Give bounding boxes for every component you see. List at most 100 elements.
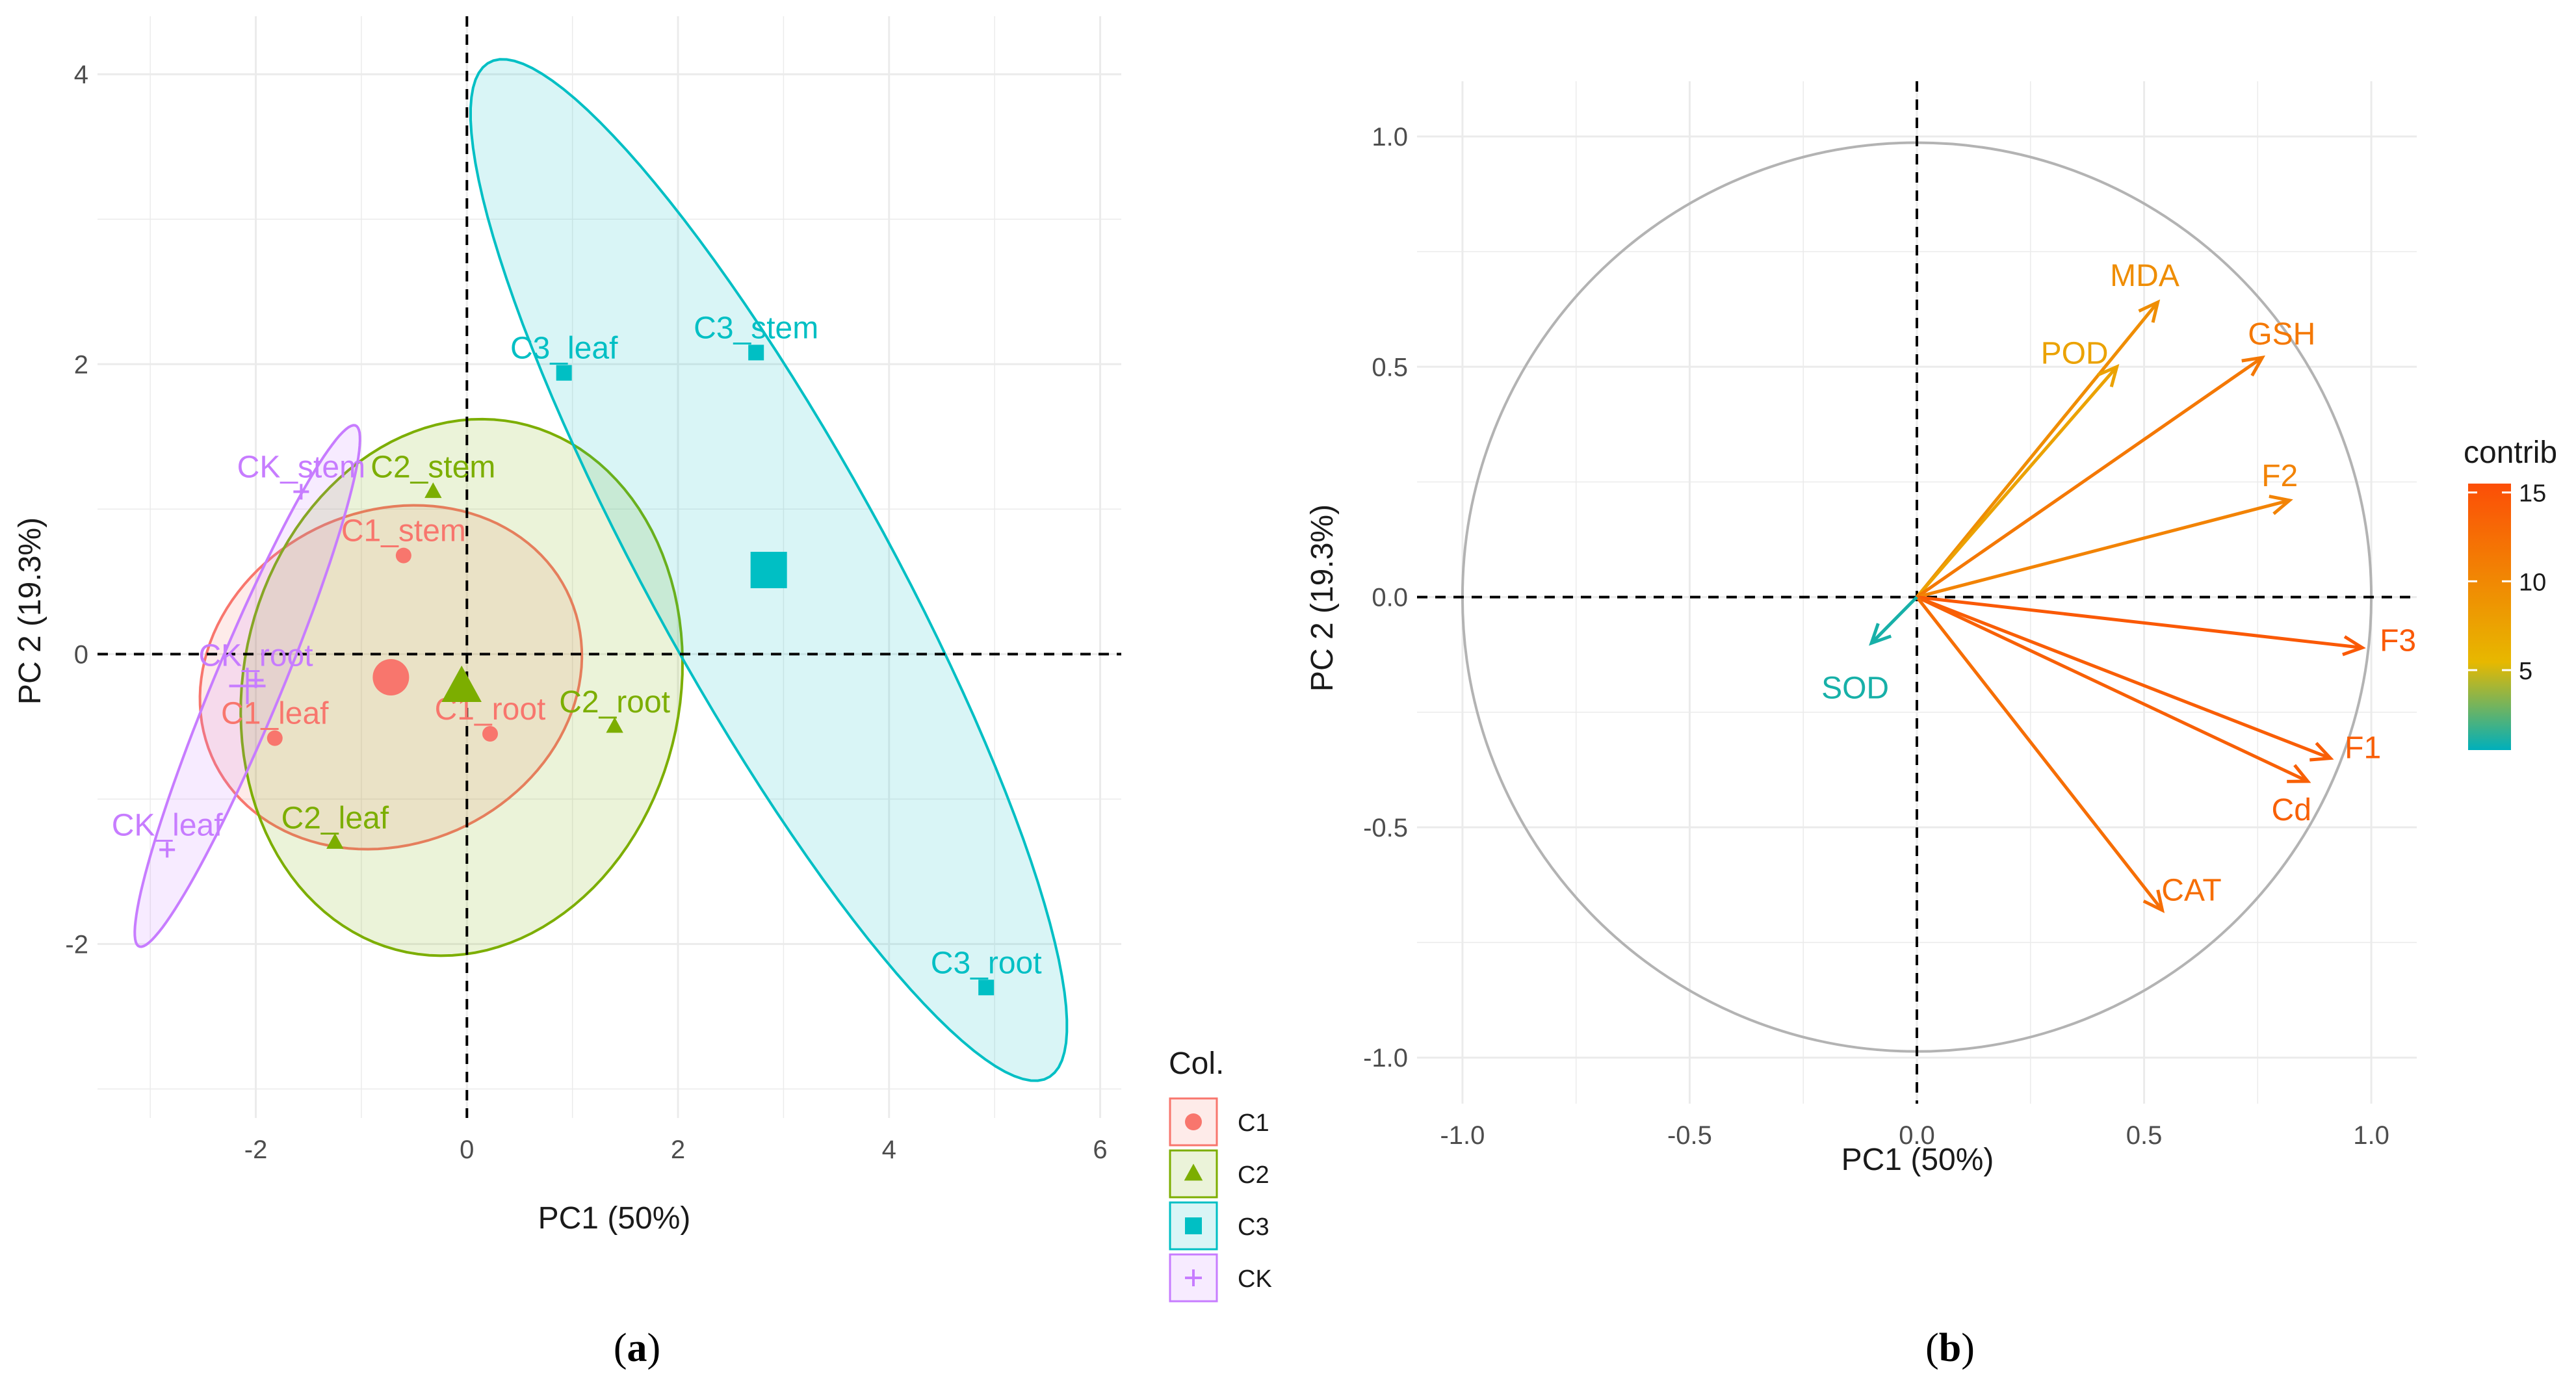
panel-a-label: (a) — [614, 1326, 660, 1370]
panel-b-x-tick-label: 1.0 — [2353, 1121, 2389, 1150]
point-label-c2-leaf: C2_leaf — [281, 801, 389, 835]
point-c1-stem — [395, 547, 411, 564]
panel-a-x-tick-label: -2 — [244, 1136, 268, 1164]
point-c2-root — [606, 717, 623, 733]
panel-b-x-axis-title: PC1 (50%) — [1841, 1143, 1994, 1177]
legend-label-c3: C3 — [1238, 1214, 1269, 1241]
panel-a-y-tick-label: 2 — [74, 350, 88, 379]
panel-a-zero-lines — [98, 16, 1121, 1118]
legend-marker-ck — [1185, 1269, 1202, 1286]
panel-b-y-axis-title: PC 2 (19.3%) — [1305, 504, 1340, 692]
panel-a-y-axis-title: PC 2 (19.3%) — [13, 517, 47, 705]
arrowhead-f3 — [2342, 635, 2366, 656]
arrowhead-gsh — [2241, 355, 2266, 377]
centroid-c2 — [441, 666, 482, 703]
legend-label-ck: CK — [1238, 1266, 1272, 1293]
arrow-gsh — [1916, 356, 2263, 599]
arrow-f1 — [1916, 595, 2332, 760]
centroid-ck — [229, 668, 266, 705]
arrow-label-f2: F2 — [2261, 459, 2298, 493]
panel-a-x-axis-title: PC1 (50%) — [538, 1201, 691, 1236]
arrow-sod — [1870, 595, 1918, 645]
colorbar-tick-label: 10 — [2519, 569, 2546, 596]
arrow-label-cd: Cd — [2272, 793, 2311, 827]
point-label-c3-stem: C3_stem — [694, 311, 818, 345]
point-label-c2-root: C2_root — [559, 685, 670, 720]
panel-a-tick-labels: -2 0 2 4 6 -2 0 2 4 — [65, 60, 1107, 1164]
arrowhead-pod — [2097, 363, 2120, 387]
arrow-mda — [1916, 301, 2159, 599]
legend-marker-c3 — [1185, 1217, 1202, 1234]
panel-b-y-tick-label: 1.0 — [1372, 123, 1408, 151]
panel-a-x-tick-label: 0 — [460, 1136, 474, 1164]
panel-a-y-tick-label: 0 — [74, 640, 88, 669]
panel-a-legend: Col. C1 C2 C3 CK — [1169, 1046, 1272, 1303]
point-label-c3-leaf: C3_leaf — [510, 331, 618, 366]
panel-b-label: (b) — [1925, 1326, 1975, 1370]
point-label-c1-leaf: C1_leaf — [221, 697, 329, 731]
panel-b-y-tick-label: 0.5 — [1372, 353, 1408, 382]
arrow-label-pod: POD — [2041, 336, 2109, 370]
point-ck-stem — [293, 484, 309, 500]
point-c2-stem — [424, 482, 442, 499]
legend-marker-c1 — [1185, 1113, 1202, 1130]
arrow-label-mda: MDA — [2110, 259, 2179, 293]
colorbar-tick-label: 15 — [2519, 480, 2546, 508]
legend-label-c2: C2 — [1238, 1162, 1269, 1189]
panel-b-x-tick-label: -0.5 — [1667, 1121, 1712, 1150]
point-c3-leaf — [556, 365, 572, 381]
point-label-c1-stem: C1_stem — [341, 514, 466, 549]
panel-b-colorbar — [2468, 484, 2511, 750]
panel-b-legend: contrib 5 10 15 — [2464, 435, 2557, 750]
arrow-label-sod: SOD — [1821, 671, 1889, 705]
arrowhead-f1 — [2309, 742, 2334, 762]
panel-b-variable-arrows: MDA POD GSH F2 F3 F1 Cd CAT SOD — [1821, 259, 2416, 913]
arrow-label-cat: CAT — [2161, 873, 2221, 907]
panel-a-y-tick-label: -2 — [65, 930, 88, 959]
panel-a-y-tick-label: 4 — [74, 60, 88, 89]
panel-a-x-tick-label: 2 — [671, 1136, 685, 1164]
centroid-c3 — [750, 551, 787, 588]
arrow-f2 — [1916, 499, 2290, 599]
point-c2-leaf — [326, 833, 344, 849]
centroid-c1 — [372, 659, 410, 695]
legend-label-c1: C1 — [1238, 1110, 1269, 1137]
arrow-label-gsh: GSH — [2248, 317, 2315, 352]
arrowhead-cd — [2287, 764, 2311, 783]
panel-b-y-tick-label: 0.0 — [1372, 584, 1408, 612]
arrow-cd — [1916, 595, 2309, 783]
point-label-c2-stem: C2_stem — [371, 450, 495, 485]
arrowhead-f2 — [2269, 495, 2293, 515]
point-c1-leaf — [267, 730, 283, 746]
panel-b-x-tick-label: 0.5 — [2126, 1121, 2163, 1150]
point-label-c3-root: C3_root — [931, 946, 1042, 980]
panel-b-y-tick-label: -1.0 — [1363, 1044, 1408, 1072]
arrowhead-mda — [2138, 299, 2161, 323]
point-label-ck-leaf: CK_leaf — [112, 808, 223, 842]
panel-b-legend-title: contrib — [2464, 435, 2557, 470]
panel-b-tick-labels: -1.0 -0.5 0.0 0.5 1.0 -1.0 -0.5 0.0 0.5 1.0 — [1363, 123, 2389, 1150]
arrowhead-cat — [2142, 889, 2165, 913]
point-label-ck-root: CK_root — [199, 638, 313, 673]
arrow-f3 — [1916, 595, 2363, 650]
arrow-pod — [1916, 365, 2118, 599]
point-ck-leaf — [159, 842, 176, 858]
arrow-cat — [1916, 596, 2164, 911]
panel-a-x-tick-label: 4 — [882, 1136, 896, 1164]
arrowhead-sod — [1869, 623, 1892, 646]
arrow-label-f1: F1 — [2345, 731, 2381, 766]
point-label-ck-stem: CK_stem — [237, 450, 365, 485]
panel-a-x-tick-label: 6 — [1093, 1136, 1107, 1164]
panel-a-legend-title: Col. — [1169, 1046, 1224, 1081]
point-c3-root — [978, 980, 995, 996]
colorbar-tick-label: 5 — [2519, 658, 2532, 685]
arrow-label-f3: F3 — [2380, 624, 2416, 658]
point-c3-stem — [748, 344, 764, 361]
legend-key-ck — [1169, 1253, 1218, 1303]
panel-b-y-tick-label: -0.5 — [1363, 814, 1408, 842]
legend-marker-c2 — [1184, 1163, 1203, 1181]
panel-b-x-tick-label: 0.0 — [1899, 1121, 1935, 1150]
